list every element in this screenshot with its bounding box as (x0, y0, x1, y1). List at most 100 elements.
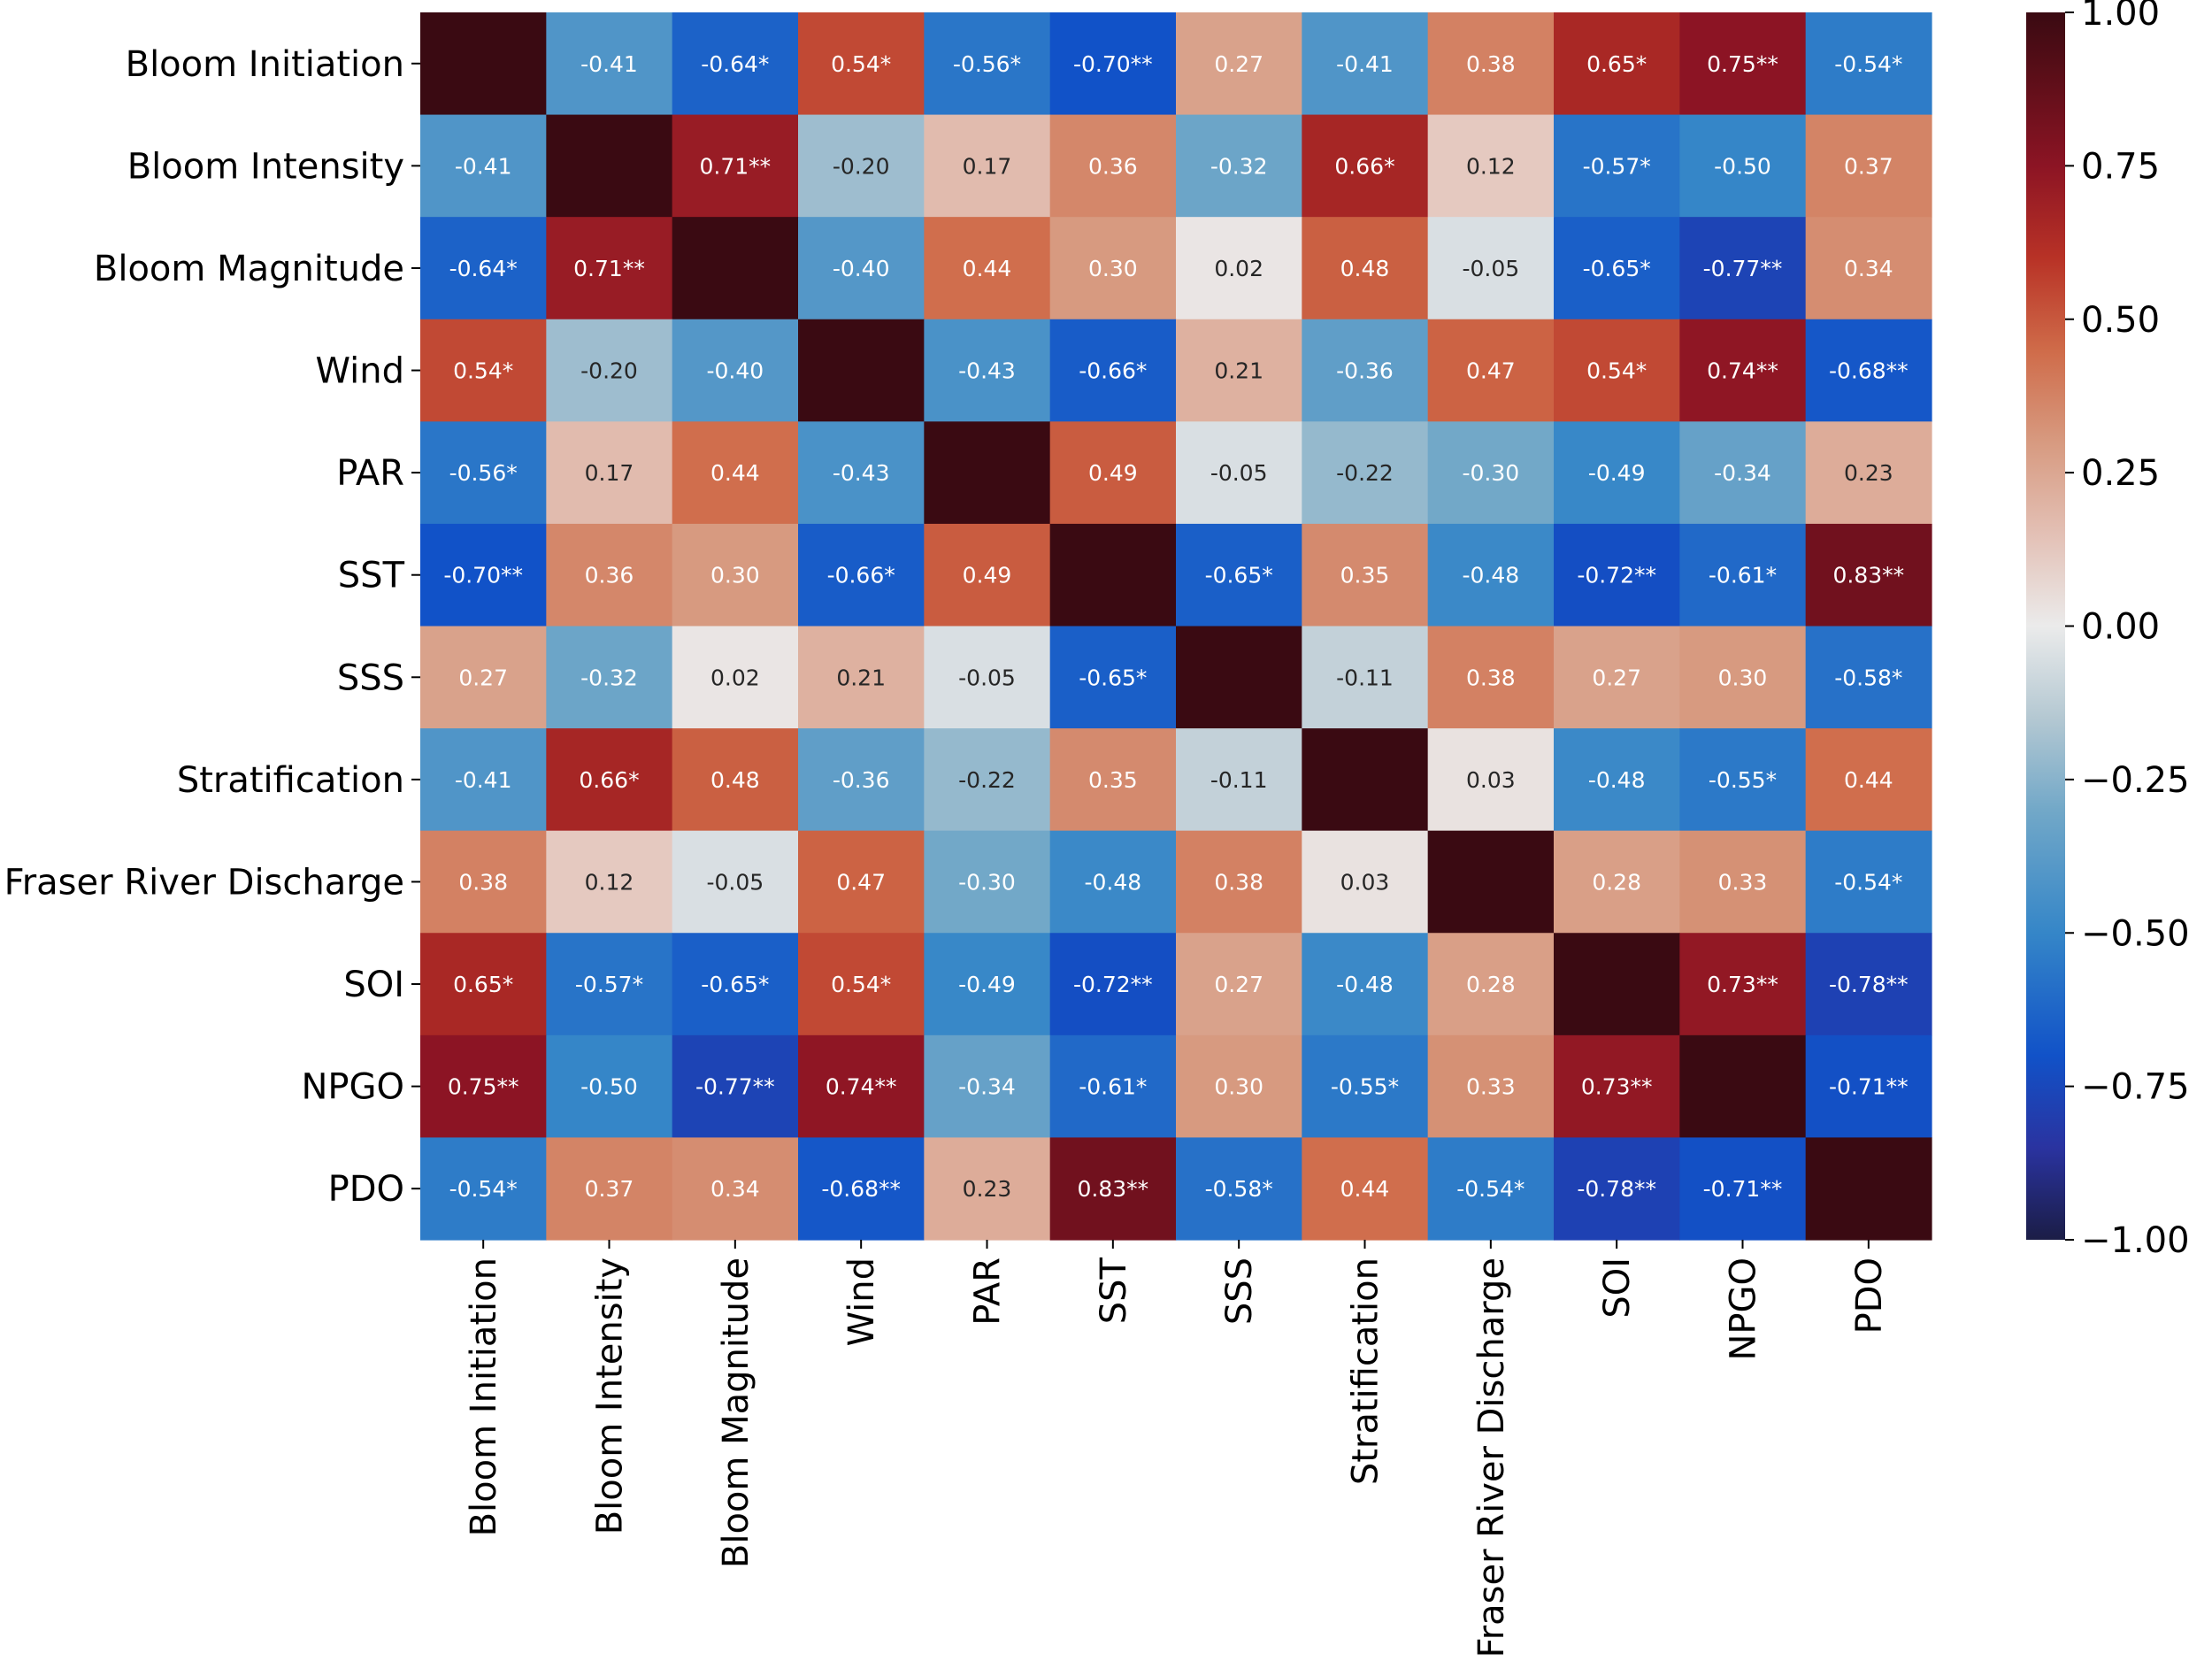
cell-value-label: -0.55* (1709, 767, 1777, 793)
heatmap-cell (1176, 728, 1302, 832)
cell-value-label: -0.57* (1583, 153, 1651, 179)
heatmap-cell (1302, 830, 1429, 934)
heatmap-cell (1554, 114, 1680, 218)
heatmap-cell (1427, 626, 1555, 729)
cell-value-label: -0.05 (706, 869, 764, 895)
cell-value-label: 0.71** (573, 256, 645, 281)
heatmap-cell (672, 217, 799, 320)
cell-value-label: 0.44 (710, 460, 760, 486)
cell-value-label: 0.12 (1466, 153, 1516, 179)
cell-value-label: 0.48 (1340, 256, 1390, 281)
cell-value-label: -0.49 (1588, 460, 1646, 486)
heatmap-cell (546, 933, 673, 1036)
cell-value-label: 0.38 (458, 869, 508, 895)
cell-value-label: 0.65* (453, 972, 513, 997)
heatmap-cell (1049, 626, 1177, 729)
cell-value-label: 0.36 (585, 563, 634, 588)
cell-value-label: -0.54* (1456, 1176, 1525, 1202)
x-tick-label: PAR (968, 1257, 1009, 1326)
heatmap-cell (1302, 12, 1429, 116)
heatmap-cell (1176, 319, 1302, 422)
colorbar-tick-label: 0.00 (2081, 607, 2160, 648)
heatmap-cell (546, 1137, 673, 1241)
heatmap-cell (1427, 933, 1555, 1036)
cell-value-label: -0.58* (1834, 665, 1902, 690)
cell-value-label: -0.65* (1079, 665, 1147, 690)
heatmap-cell (924, 523, 1051, 627)
heatmap-cell (420, 523, 547, 627)
cell-value-label: -0.65* (1205, 563, 1273, 588)
heatmap-cell (672, 1137, 799, 1241)
cell-value-label: 0.74** (826, 1074, 897, 1100)
cell-value-label: 0.27 (1214, 972, 1263, 997)
x-tick-label: Wind (841, 1257, 882, 1347)
heatmap-cell (798, 626, 925, 729)
x-tick-label: NPGO (1724, 1257, 1764, 1361)
heatmap-cell (672, 830, 799, 934)
y-tick-label: SOI (343, 965, 404, 1005)
cell-value-label: 0.30 (1214, 1074, 1263, 1100)
heatmap-cell (1049, 1137, 1177, 1241)
heatmap-cell-labels: -0.41 -0.64* 0.54* -0.56* -0.70** 0.27 -0.41 0.… (443, 51, 1908, 1202)
heatmap-cell (924, 1137, 1051, 1241)
cell-value-label: 0.38 (1214, 869, 1263, 895)
heatmap-cell (1427, 421, 1555, 525)
heatmap-cell (1176, 217, 1302, 320)
heatmap-cell (1427, 830, 1555, 934)
heatmap-cell (1049, 114, 1177, 218)
cell-value-label: -0.58* (1205, 1176, 1273, 1202)
x-tick-label: SOI (1597, 1257, 1638, 1319)
heatmap-cell (1679, 319, 1807, 422)
heatmap-cell (420, 12, 547, 116)
cell-value-label: 0.37 (1844, 153, 1893, 179)
cell-value-label: 0.54* (453, 358, 513, 384)
heatmap-cell (1049, 933, 1177, 1036)
y-tick-label: SST (338, 556, 405, 596)
heatmap-cell (1805, 626, 1932, 729)
cell-value-label: -0.64* (701, 51, 769, 77)
heatmap-cell (1049, 523, 1177, 627)
cell-value-label: -0.57* (575, 972, 643, 997)
cell-value-label: -0.71** (1703, 1176, 1783, 1202)
cell-value-label: 0.38 (1466, 51, 1516, 77)
cell-value-label: -0.48 (1588, 767, 1646, 793)
cell-value-label: -0.43 (833, 460, 890, 486)
cell-value-label: 0.83** (1832, 563, 1904, 588)
heatmap-cell (1679, 933, 1807, 1036)
cell-value-label: 0.37 (585, 1176, 634, 1202)
heatmap-cell (546, 1034, 673, 1139)
cell-value-label: -0.70** (443, 563, 523, 588)
cell-value-label: 0.54* (831, 51, 891, 77)
heatmap-cell (1176, 114, 1302, 218)
cell-value-label: -0.50 (580, 1074, 638, 1100)
heatmap-cell (1176, 830, 1302, 934)
heatmap-cell (924, 728, 1051, 832)
heatmap-cell (546, 626, 673, 729)
heatmap-cell (1679, 523, 1807, 627)
heatmap-cell (1427, 728, 1555, 832)
y-tick-label: PAR (336, 453, 404, 494)
cell-value-label: -0.66* (1079, 358, 1147, 384)
cell-value-label: -0.48 (1084, 869, 1141, 895)
y-tick-label: Wind (315, 351, 404, 392)
heatmap-cell (1554, 523, 1680, 627)
heatmap-cell (1427, 217, 1555, 320)
heatmap-cell (1302, 626, 1429, 729)
cell-value-label: 0.73** (1581, 1074, 1653, 1100)
heatmap-cell (1679, 217, 1807, 320)
heatmap-cell (1805, 1137, 1932, 1241)
heatmap-cells (420, 12, 1932, 1241)
heatmap-cell (1302, 728, 1429, 832)
cell-value-label: 0.27 (1214, 51, 1263, 77)
colorbar-tick-label: −0.25 (2081, 760, 2190, 801)
heatmap-cell (1679, 114, 1807, 218)
heatmap-cell (1427, 114, 1555, 218)
cell-value-label: -0.48 (1336, 972, 1394, 997)
cell-value-label: -0.32 (580, 665, 638, 690)
cell-value-label: 0.83** (1077, 1176, 1148, 1202)
heatmap-cell (924, 933, 1051, 1036)
heatmap-cell (672, 933, 799, 1036)
cell-value-label: 0.49 (1088, 460, 1138, 486)
y-tick-label: PDO (328, 1169, 404, 1210)
heatmap-cell (1176, 421, 1302, 525)
